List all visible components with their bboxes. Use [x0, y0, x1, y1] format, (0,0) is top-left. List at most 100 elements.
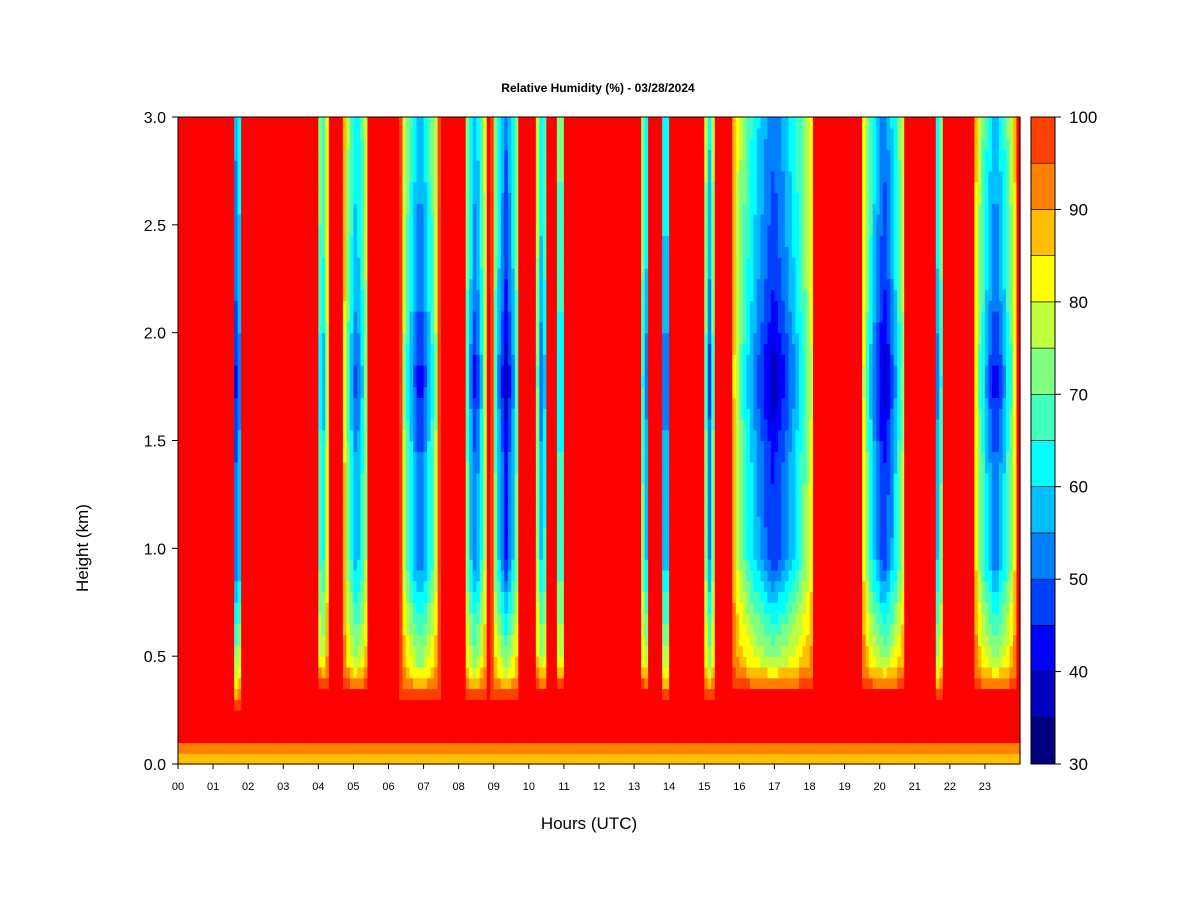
- heatmap-cell: [423, 192, 428, 204]
- heatmap-cell: [356, 267, 362, 280]
- heatmap-cell: [427, 257, 432, 269]
- heatmap-cell: [314, 634, 319, 646]
- heatmap-cell: [363, 203, 369, 215]
- heatmap-cell: [349, 289, 355, 301]
- heatmap-cell: [251, 246, 256, 258]
- heatmap-cell: [314, 666, 319, 679]
- heatmap-cell: [399, 559, 404, 571]
- heatmap-cell: [199, 354, 204, 366]
- heatmap-cell: [388, 160, 393, 172]
- heatmap-cell: [342, 375, 347, 388]
- heatmap-cell: [293, 365, 298, 377]
- heatmap-cell: [255, 666, 260, 679]
- heatmap-cell: [237, 548, 242, 560]
- heatmap-cell: [381, 343, 386, 355]
- heatmap-cell: [293, 117, 298, 129]
- heatmap-cell: [304, 699, 309, 711]
- heatmap-cell: [297, 602, 302, 614]
- heatmap-cell: [202, 117, 207, 129]
- heatmap-cell: [321, 343, 326, 355]
- heatmap-cell: [178, 710, 183, 722]
- heatmap-cell: [241, 160, 246, 172]
- heatmap-cell: [434, 731, 439, 744]
- heatmap-cell: [335, 408, 340, 420]
- heatmap-cell: [216, 214, 221, 226]
- heatmap-cell: [367, 170, 372, 183]
- heatmap-cell: [434, 602, 439, 614]
- heatmap-cell: [377, 462, 383, 474]
- heatmap-cell: [416, 462, 421, 474]
- heatmap-cell: [441, 634, 446, 646]
- heatmap-cell: [199, 494, 204, 506]
- heatmap-cell: [216, 515, 221, 528]
- heatmap-cell: [265, 623, 270, 636]
- heatmap-cell: [199, 117, 204, 129]
- heatmap-cell: [230, 688, 235, 700]
- heatmap-cell: [409, 451, 414, 463]
- heatmap-cell: [234, 677, 239, 690]
- heatmap-cell: [265, 214, 270, 226]
- heatmap-cell: [209, 343, 214, 355]
- heatmap-cell: [279, 192, 284, 204]
- heatmap-cell: [248, 170, 253, 183]
- heatmap-cell: [423, 300, 428, 312]
- heatmap-cell: [255, 300, 260, 312]
- heatmap-cell: [272, 397, 277, 409]
- heatmap-cell: [276, 397, 281, 409]
- heatmap-cell: [265, 267, 270, 280]
- heatmap-cell: [416, 505, 421, 517]
- heatmap-cell: [434, 278, 439, 291]
- heatmap-cell: [353, 451, 358, 463]
- heatmap-cell: [244, 699, 249, 711]
- heatmap-cell: [209, 117, 214, 129]
- heatmap-cell: [434, 613, 439, 625]
- heatmap-cell: [451, 170, 456, 183]
- heatmap-cell: [384, 397, 390, 409]
- heatmap-cell: [363, 170, 369, 183]
- heatmap-cell: [388, 267, 393, 280]
- heatmap-cell: [455, 278, 460, 291]
- heatmap-cell: [384, 548, 390, 560]
- heatmap-cell: [335, 699, 340, 711]
- heatmap-cell: [423, 311, 428, 323]
- heatmap-cell: [283, 170, 288, 183]
- heatmap-cell: [290, 267, 295, 280]
- heatmap-cell: [227, 720, 232, 733]
- heatmap-cell: [377, 634, 383, 646]
- heatmap-cell: [265, 472, 270, 485]
- heatmap-cell: [279, 127, 284, 140]
- heatmap-cell: [335, 505, 340, 517]
- heatmap-cell: [349, 505, 355, 517]
- heatmap-cell: [377, 666, 383, 679]
- heatmap-cell: [209, 720, 214, 733]
- heatmap-cell: [335, 462, 340, 474]
- heatmap-cell: [230, 203, 235, 215]
- heatmap-cell: [248, 645, 253, 657]
- heatmap-cell: [297, 688, 302, 700]
- heatmap-cell: [448, 300, 453, 312]
- heatmap-cell: [300, 235, 305, 247]
- heatmap-cell: [213, 699, 218, 711]
- heatmap-cell: [399, 494, 404, 506]
- heatmap-cell: [265, 483, 270, 496]
- heatmap-cell: [283, 569, 288, 582]
- heatmap-cell: [465, 602, 470, 614]
- heatmap-cell: [195, 332, 200, 345]
- heatmap-cell: [213, 472, 218, 485]
- heatmap-cell: [409, 160, 414, 172]
- heatmap-cell: [399, 634, 404, 646]
- heatmap-cell: [192, 753, 197, 765]
- heatmap-cell: [458, 397, 463, 409]
- heatmap-cell: [384, 451, 390, 463]
- heatmap-cell: [213, 311, 218, 323]
- heatmap-cell: [248, 375, 253, 388]
- heatmap-cell: [185, 257, 190, 269]
- heatmap-cell: [206, 559, 211, 571]
- heatmap-cell: [430, 440, 435, 452]
- heatmap-cell: [346, 365, 351, 377]
- heatmap-cell: [185, 214, 190, 226]
- heatmap-cell: [360, 181, 365, 194]
- heatmap-cell: [437, 397, 442, 409]
- heatmap-cell: [307, 753, 312, 765]
- heatmap-cell: [399, 278, 404, 291]
